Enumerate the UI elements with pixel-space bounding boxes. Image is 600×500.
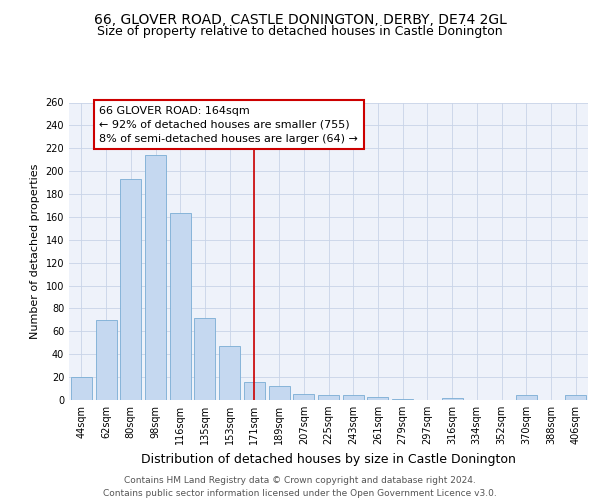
- Text: 66 GLOVER ROAD: 164sqm
← 92% of detached houses are smaller (755)
8% of semi-det: 66 GLOVER ROAD: 164sqm ← 92% of detached…: [99, 106, 358, 144]
- Bar: [318, 396, 339, 400]
- Bar: [565, 396, 586, 400]
- Bar: [367, 396, 388, 400]
- Bar: [244, 382, 265, 400]
- Bar: [219, 346, 240, 400]
- Bar: [95, 320, 116, 400]
- Text: Contains public sector information licensed under the Open Government Licence v3: Contains public sector information licen…: [103, 489, 497, 498]
- Bar: [293, 394, 314, 400]
- Bar: [71, 377, 92, 400]
- Text: Contains HM Land Registry data © Crown copyright and database right 2024.: Contains HM Land Registry data © Crown c…: [124, 476, 476, 485]
- Bar: [442, 398, 463, 400]
- Bar: [120, 179, 141, 400]
- Text: Size of property relative to detached houses in Castle Donington: Size of property relative to detached ho…: [97, 25, 503, 38]
- Bar: [392, 399, 413, 400]
- Bar: [194, 318, 215, 400]
- Bar: [269, 386, 290, 400]
- Bar: [145, 155, 166, 400]
- X-axis label: Distribution of detached houses by size in Castle Donington: Distribution of detached houses by size …: [141, 452, 516, 466]
- Bar: [516, 396, 537, 400]
- Y-axis label: Number of detached properties: Number of detached properties: [30, 164, 40, 339]
- Bar: [343, 396, 364, 400]
- Bar: [170, 214, 191, 400]
- Text: 66, GLOVER ROAD, CASTLE DONINGTON, DERBY, DE74 2GL: 66, GLOVER ROAD, CASTLE DONINGTON, DERBY…: [94, 12, 506, 26]
